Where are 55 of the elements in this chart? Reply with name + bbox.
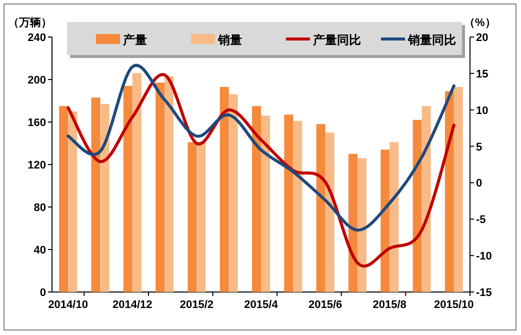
y2-tick-label: -5 <box>476 214 486 226</box>
y-axis-title: （万辆） <box>8 16 52 29</box>
bar <box>316 124 326 292</box>
y2-tick-label: -10 <box>476 250 492 263</box>
bar <box>422 106 431 292</box>
bar <box>293 120 302 292</box>
bar <box>228 94 238 292</box>
legend-label: 销量 <box>217 33 242 47</box>
y2-tick-label: 0 <box>476 178 482 190</box>
y-tick-label: 0 <box>40 287 46 299</box>
bar <box>68 111 78 292</box>
bar <box>261 116 270 292</box>
y-tick-label: 240 <box>28 32 46 44</box>
y2-tick-label: 20 <box>476 32 488 44</box>
y-tick-label: 160 <box>28 117 46 129</box>
x-tick-label: 2015/2 <box>180 299 214 311</box>
bar <box>164 76 174 292</box>
bar <box>196 142 206 292</box>
bar <box>325 132 334 292</box>
bar <box>252 106 261 292</box>
bar <box>444 91 454 292</box>
bar <box>156 82 165 292</box>
line-series <box>66 64 456 232</box>
y-tick-label: 200 <box>28 74 46 86</box>
bar <box>100 104 110 292</box>
y2-tick-label: 15 <box>476 68 488 80</box>
bar <box>348 154 358 292</box>
bar <box>132 73 142 292</box>
x-tick-label: 2014/10 <box>48 299 88 311</box>
x-tick-label: 2015/4 <box>244 299 279 311</box>
y-tick-label: 40 <box>34 244 46 256</box>
y-tick-label: 120 <box>28 160 46 172</box>
bar <box>390 142 399 292</box>
bar <box>220 86 229 292</box>
legend-label: 产量同比 <box>312 33 361 47</box>
bar <box>357 158 366 292</box>
legend-label: 产量 <box>122 33 147 47</box>
legend-label: 销量同比 <box>407 33 456 47</box>
bar <box>412 120 422 292</box>
bar <box>91 98 100 292</box>
y2-tick-label: 5 <box>476 141 482 154</box>
bar <box>123 86 132 292</box>
x-tick-label: 2015/8 <box>372 299 406 311</box>
bar <box>59 106 68 292</box>
bar <box>188 142 197 292</box>
bar <box>380 150 390 292</box>
x-tick-label: 2014/12 <box>112 299 152 311</box>
x-tick-label: 2015/10 <box>434 299 474 311</box>
y2-axis-title: （%） <box>464 17 496 29</box>
bar <box>284 114 294 292</box>
y2-tick-label: 10 <box>476 104 488 117</box>
y-tick-label: 80 <box>34 202 46 214</box>
x-tick-label: 2015/6 <box>308 299 342 311</box>
bar <box>454 86 463 292</box>
y2-tick-label: -15 <box>476 287 492 299</box>
